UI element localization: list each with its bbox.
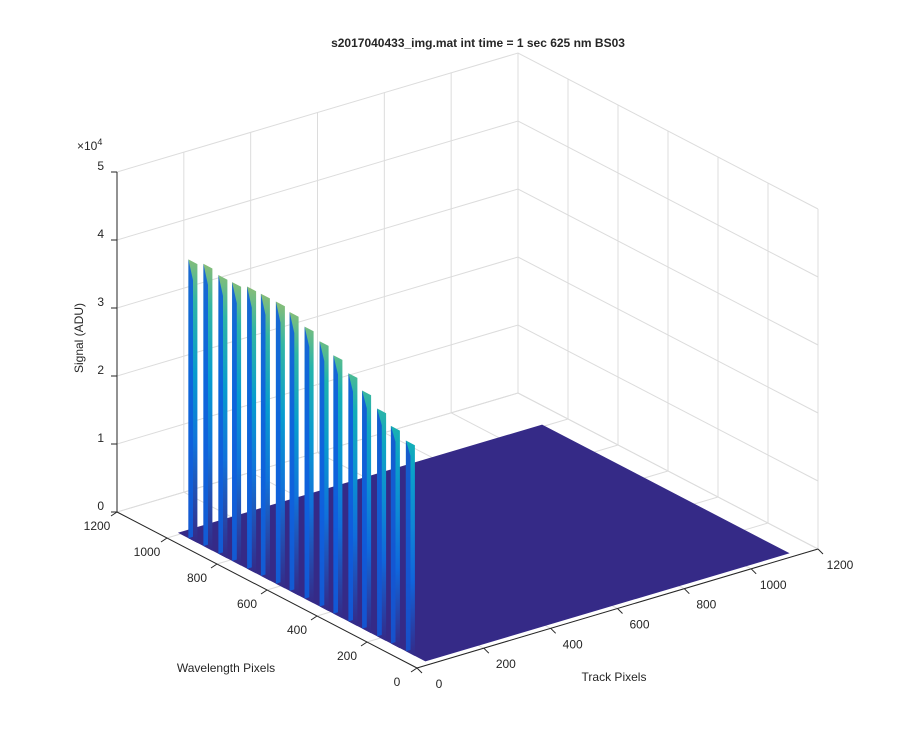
y-tick-label-0: 0	[394, 675, 401, 689]
z-axis-label: Signal (ADU)	[72, 303, 86, 373]
z-tick-label-2: 2	[97, 363, 104, 377]
x-tick-label-6: 1200	[827, 558, 854, 572]
surface-peak-side-8	[304, 326, 310, 599]
y-tick-5	[160, 537, 168, 543]
surface-peak-side-10	[333, 355, 338, 614]
x-tick-6	[817, 548, 824, 555]
grid-line-z-4	[116, 120, 819, 278]
surface-peak-side-4	[247, 286, 252, 569]
x-tick-4	[683, 588, 690, 595]
chart-title: s2017040433_img.mat int time = 1 sec 625…	[331, 36, 625, 50]
z-tick-label-5: 5	[97, 159, 104, 173]
z-exponent-base: ×10	[77, 139, 98, 153]
x-tick-0	[416, 667, 423, 674]
x-tick-5	[750, 568, 757, 575]
label-layer: s2017040433_img.mat int time = 1 sec 625…	[72, 36, 646, 684]
z-tick-label-0: 0	[97, 499, 104, 513]
y-axis-label: Wavelength Pixels	[177, 661, 275, 675]
y-tick-1	[360, 641, 368, 647]
x-tick-1	[483, 647, 490, 654]
surface-peak-side-5	[260, 293, 266, 576]
z-tick-label-4: 4	[97, 227, 104, 241]
x-tick-label-2: 400	[563, 637, 583, 651]
y-tick-label-1: 200	[337, 649, 357, 663]
x-tick-label-1: 200	[496, 657, 516, 671]
y-tick-3	[260, 589, 268, 595]
z-exponent-power: 4	[97, 137, 102, 147]
surface-peak-side-2	[218, 275, 223, 554]
y-tick-label-5: 1000	[134, 545, 161, 559]
y-tick-label-6: 1200	[84, 519, 111, 533]
z-tick-label-1: 1	[97, 431, 104, 445]
surface-peak-side-15	[405, 440, 411, 652]
x-tick-label-5: 1000	[760, 578, 787, 592]
surface-peak-side-12	[362, 390, 367, 629]
surface-peak-side-11	[348, 373, 353, 622]
y-tick-4	[210, 563, 218, 569]
surface-layer	[177, 259, 790, 662]
surface-peak-side-3	[232, 282, 237, 561]
x-tick-label-0: 0	[436, 677, 443, 691]
y-tick-label-2: 400	[287, 623, 307, 637]
grid-line-z-3	[116, 188, 819, 346]
y-tick-label-3: 600	[237, 597, 257, 611]
x-tick-label-3: 600	[629, 618, 649, 632]
surface-floor	[177, 424, 790, 662]
axis-layer: 0200400600800100012000200400600800100012…	[84, 159, 854, 691]
y-tick-label-4: 800	[187, 571, 207, 585]
surface-peak-side-0	[188, 259, 193, 539]
y-tick-2	[310, 615, 318, 621]
z-tick-label-3: 3	[97, 295, 104, 309]
surface-peak-side-13	[377, 408, 382, 637]
y-tick-6	[110, 511, 118, 517]
surface-peak-side-7	[289, 312, 295, 591]
x-tick-3	[617, 608, 623, 614]
surface-peak-side-6	[275, 301, 281, 584]
z-exponent-label: ×104	[77, 137, 102, 153]
x-axis-label: Track Pixels	[582, 670, 647, 684]
x-tick-label-4: 800	[696, 598, 716, 612]
x-tick-2	[550, 627, 557, 634]
y-tick-0	[410, 667, 418, 673]
grid-line-z-5	[116, 52, 819, 210]
surface-peak-side-14	[390, 425, 396, 644]
surface-peak-side-9	[319, 341, 325, 607]
surface-peak-side-1	[203, 263, 208, 546]
